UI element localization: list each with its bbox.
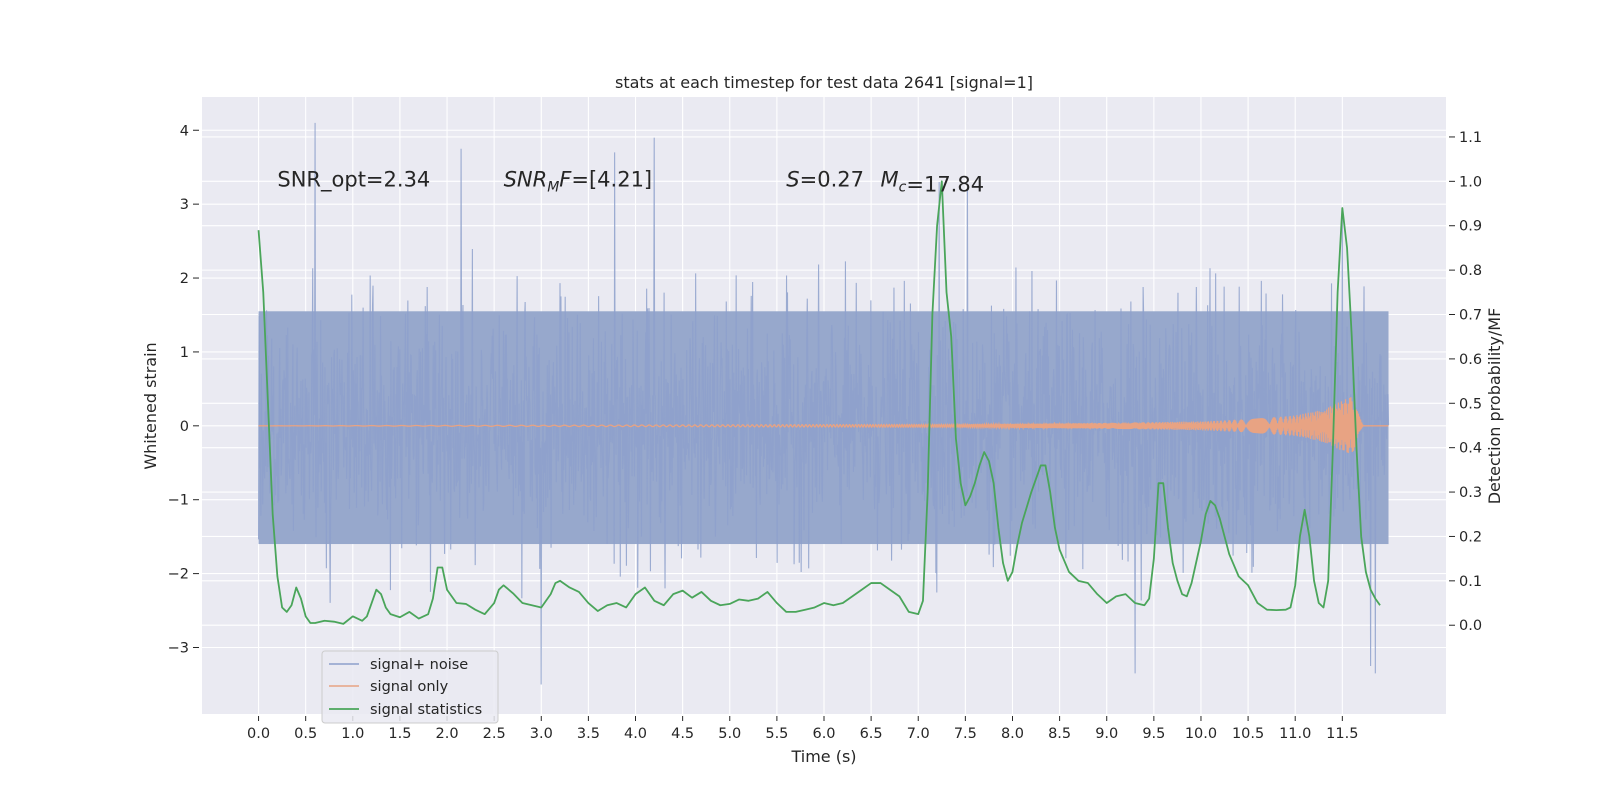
y-left-tick-label-3: 1	[180, 345, 189, 361]
y-right-tick-label-3: 0.8	[1459, 263, 1482, 279]
y-left-axis-ticks: 4 3 2 1 0 −1 −2 −3	[168, 123, 199, 656]
y-left-tick-label-5: −1	[168, 493, 189, 509]
chart-title: stats at each timestep for test data 264…	[615, 73, 1033, 92]
y-left-tick-label-1: 3	[180, 197, 189, 213]
signal-line	[258, 397, 1389, 453]
y-right-axis-ticks: 1.1 1.0 0.9 0.8 0.7 0.6 0.5 0.4 0.3 0.2 0.1 0.0	[1449, 130, 1482, 634]
legend: signal+ noise signal only signal statist…	[321, 650, 499, 724]
y-axis-right-label: Detection probability/MF	[1485, 308, 1504, 505]
legend-label-noise: signal+ noise	[370, 657, 468, 673]
x-tick-label-14: 7.0	[907, 726, 930, 742]
stat-line	[257, 180, 1381, 625]
y-axis-left-label: Whitened strain	[141, 342, 160, 469]
y-right-tick-label-11: 0.0	[1459, 618, 1482, 634]
signal-series	[258, 397, 1389, 453]
x-tick-label-5: 2.5	[483, 726, 506, 742]
x-tick-label-21: 10.5	[1232, 726, 1264, 742]
y-right-tick-label-6: 0.5	[1459, 396, 1482, 412]
x-tick-label-16: 8.0	[1001, 726, 1024, 742]
x-tick-label-1: 0.5	[294, 726, 317, 742]
x-tick-label-17: 8.5	[1048, 726, 1071, 742]
x-tick-label-4: 2.0	[435, 726, 458, 742]
y-right-tick-label-7: 0.4	[1459, 441, 1482, 457]
x-axis-ticks: 0.0 0.5 1.0 1.5 2.0 2.5 3.0 3.5 4.0 4.5 5.0 5.5 6.0 6…	[247, 716, 1358, 742]
annotation-0: SNR_opt=2.34	[277, 167, 430, 192]
stat-series	[257, 180, 1381, 625]
x-tick-label-20: 10.0	[1185, 726, 1217, 742]
y-left-tick-label-6: −2	[168, 567, 189, 583]
annotation-2: S=0.27	[786, 167, 864, 191]
x-tick-label-19: 9.5	[1142, 726, 1165, 742]
y-right-tick-label-8: 0.3	[1459, 485, 1482, 501]
x-tick-label-23: 11.5	[1326, 726, 1358, 742]
x-tick-label-3: 1.5	[388, 726, 411, 742]
x-tick-label-6: 3.0	[530, 726, 553, 742]
noise-line	[258, 122, 1390, 685]
y-right-tick-label-10: 0.1	[1459, 574, 1482, 590]
x-tick-label-22: 11.0	[1279, 726, 1311, 742]
annotations: SNR_opt=2.34 SNRMF=[4.21] S=0.27 Mc=17.84	[277, 167, 984, 196]
y-right-tick-label-0: 1.1	[1459, 130, 1482, 146]
y-right-tick-label-1: 1.0	[1459, 174, 1482, 190]
x-tick-label-13: 6.5	[860, 726, 883, 742]
y-right-tick-label-9: 0.2	[1459, 529, 1482, 545]
y-left-tick-label-0: 4	[180, 123, 189, 139]
y-left-tick-label-2: 2	[180, 271, 189, 287]
y-left-tick-label-7: −3	[168, 640, 189, 656]
legend-label-stat: signal statistics	[370, 702, 482, 718]
x-tick-label-2: 1.0	[341, 726, 364, 742]
x-tick-label-15: 7.5	[954, 726, 977, 742]
x-tick-label-0: 0.0	[247, 726, 270, 742]
y-right-tick-label-5: 0.6	[1459, 352, 1482, 368]
x-tick-label-12: 6.0	[812, 726, 835, 742]
x-tick-label-11: 5.5	[765, 726, 788, 742]
x-tick-label-8: 4.0	[624, 726, 647, 742]
y-right-tick-label-2: 0.9	[1459, 219, 1482, 235]
annotation-1: SNRMF=[4.21]	[504, 167, 653, 195]
x-tick-label-9: 4.5	[671, 726, 694, 742]
x-tick-label-18: 9.0	[1095, 726, 1118, 742]
y-right-tick-label-4: 0.7	[1459, 308, 1482, 324]
x-tick-label-10: 5.0	[718, 726, 741, 742]
legend-label-signal: signal only	[370, 679, 449, 695]
legend-box	[321, 650, 499, 724]
y-left-tick-label-4: 0	[180, 419, 189, 435]
x-axis-label: Time (s)	[790, 747, 856, 766]
x-tick-label-7: 3.5	[577, 726, 600, 742]
annotation-3: Mc=17.84	[881, 167, 985, 196]
